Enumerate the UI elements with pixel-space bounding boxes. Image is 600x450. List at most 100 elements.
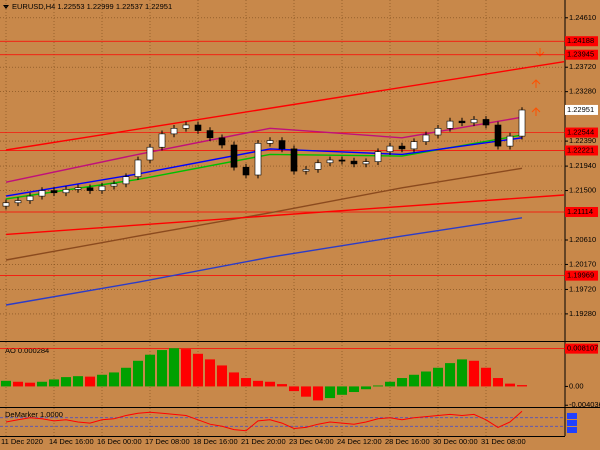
ao-bar (61, 377, 71, 387)
candle-body (494, 124, 502, 147)
candle-body (14, 200, 22, 204)
ao-bar (481, 367, 491, 387)
ao-bar (193, 353, 203, 387)
level-box (565, 49, 598, 60)
level-box (565, 127, 598, 138)
candle-body (194, 124, 202, 131)
candle-body (122, 176, 130, 185)
panel (0, 410, 565, 432)
candle-body (146, 146, 154, 161)
level-box (565, 270, 598, 281)
level-label: 1.22221 (567, 145, 594, 154)
ao-bar (337, 386, 347, 395)
indicator-line (5, 194, 565, 236)
chart-title: EURUSD,H4 1.22553 1.22999 1.22537 1.2295… (12, 2, 172, 11)
candle-body (134, 159, 142, 177)
candle-body (350, 160, 358, 165)
level-label: 1.24188 (567, 36, 594, 45)
x-tick-label: 14 Dec 16:00 (49, 437, 94, 446)
arrow-icon (531, 107, 541, 116)
y-tick-label: 1.21500 (569, 186, 596, 195)
x-tick-label: 17 Dec 08:00 (145, 437, 190, 446)
candle-body (86, 187, 94, 191)
ao-bar (73, 376, 83, 387)
ao-bar (85, 376, 95, 387)
y-tick-label: 1.23720 (569, 62, 596, 71)
demarker-line (5, 410, 523, 432)
x-tick-label: 11 Dec 2020 (1, 437, 43, 446)
candle-body (98, 185, 106, 191)
ao-bar (157, 350, 167, 387)
arrow-icon (531, 79, 541, 88)
indicator-line (5, 167, 523, 261)
ao-bar (25, 382, 35, 387)
candle-body (50, 190, 58, 194)
level-label: 0.008107 (567, 344, 598, 353)
level-box (565, 36, 598, 47)
y-tick-label: 1.22390 (569, 136, 596, 145)
x-tick-label: 24 Dec 12:00 (337, 437, 382, 446)
ao-bar (241, 378, 251, 387)
candle-body (74, 187, 82, 190)
candle-body (26, 195, 34, 201)
ao-title: AO 0.000284 (5, 346, 49, 355)
ao-bar (493, 378, 503, 387)
indicator-line (5, 116, 523, 183)
y-tick-label: 1.19280 (569, 309, 596, 318)
ao-bar (109, 372, 119, 387)
ao-bar (13, 381, 23, 387)
ao-bar (229, 372, 239, 387)
ao-bar (469, 360, 479, 387)
candle-body (158, 133, 166, 148)
candle-body (398, 145, 406, 150)
x-tick-label: 16 Dec 00:00 (97, 437, 142, 446)
ao-bar (457, 359, 467, 387)
ao-bar (277, 384, 287, 387)
x-tick-label: 28 Dec 16:00 (385, 437, 430, 446)
ao-bar (37, 381, 47, 387)
candle-body (110, 183, 118, 187)
y-tick-label: 1.23280 (569, 87, 596, 96)
candle-body (290, 148, 298, 172)
candle-body (410, 141, 418, 150)
x-tick-label: 23 Dec 04:00 (289, 437, 334, 446)
candle-body (434, 128, 442, 136)
indicator-line (5, 61, 565, 151)
menu-arrow (3, 5, 9, 9)
candle-body (242, 166, 250, 176)
ao-bar (349, 386, 359, 393)
candle-body (338, 159, 346, 162)
ao-bar (217, 365, 227, 387)
y-tick-label: 1.20610 (569, 235, 596, 244)
indicator-box (567, 427, 577, 433)
candle-body (206, 130, 214, 139)
level-label: 1.21114 (567, 207, 593, 216)
level-box (565, 104, 598, 115)
ao-bar (145, 354, 155, 387)
ao-bar (289, 386, 299, 392)
ao-bar (313, 386, 323, 401)
candle-body (422, 134, 430, 142)
ao-bar (385, 381, 395, 387)
candle-body (254, 143, 262, 176)
level-label: 1.22544 (567, 128, 594, 137)
ao-bar (373, 385, 383, 387)
candle-body (386, 145, 394, 152)
indicator-line (5, 217, 523, 306)
ao-bar (397, 378, 407, 387)
indicator-line (5, 137, 523, 197)
ao-bar (169, 348, 179, 387)
ao-bar (361, 386, 371, 390)
ao-bar (505, 383, 515, 387)
candle-body (278, 140, 286, 150)
level-label: 1.23945 (567, 50, 594, 59)
ao-bar (121, 367, 131, 387)
candle-body (326, 159, 334, 164)
y-tick-label: 1.19720 (569, 284, 596, 293)
ao-bar (1, 380, 11, 387)
y-tick-label: 1.20170 (569, 259, 596, 268)
candle-body (62, 189, 70, 194)
ao-bar (409, 374, 419, 387)
